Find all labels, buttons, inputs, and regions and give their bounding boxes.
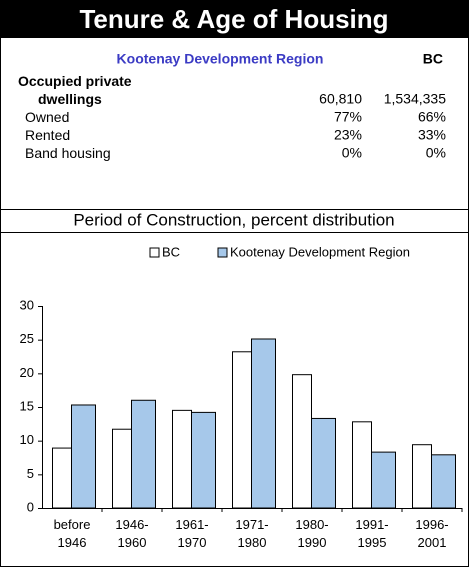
legend-label: BC <box>162 244 180 259</box>
row-label: Band housing <box>25 145 111 161</box>
y-tick-label: 0 <box>27 499 34 514</box>
x-tick-label: 1946-1960 <box>115 517 148 550</box>
x-tick-label: 1961-1970 <box>175 517 208 550</box>
legend-label: Kootenay Development Region <box>230 244 410 259</box>
y-tick-label: 30 <box>20 297 34 312</box>
y-tick-label: 5 <box>27 466 34 481</box>
bar <box>191 411 216 509</box>
x-tick-label: 1971-1980 <box>235 517 268 550</box>
y-tick-label: 25 <box>20 331 34 346</box>
row-label: Rented <box>25 127 70 143</box>
title-bar <box>0 0 469 38</box>
column-header: Kootenay Development Region <box>117 51 324 67</box>
x-tick-label: before 1946 <box>54 517 91 550</box>
cell: 0% <box>342 145 362 161</box>
x-tick-label: 1996-2001 <box>415 517 448 550</box>
bar <box>112 428 132 509</box>
bar <box>251 338 276 509</box>
cell: 1,534,335 <box>384 91 446 107</box>
bar <box>292 374 312 509</box>
cell: 23% <box>334 127 362 143</box>
bar <box>172 409 192 509</box>
legend-swatch <box>217 247 228 258</box>
bar <box>352 421 372 509</box>
bar <box>52 447 72 509</box>
bar <box>412 444 432 509</box>
y-tick-label: 20 <box>20 365 34 380</box>
y-tick-label: 15 <box>20 398 34 413</box>
x-tick-label: 1991-1995 <box>355 517 388 550</box>
legend-swatch <box>149 247 160 258</box>
title: Tenure & Age of Housing <box>79 4 388 34</box>
cell: 33% <box>418 127 446 143</box>
chart-title: Period of Construction, percent distribu… <box>73 210 394 229</box>
cell: 77% <box>334 109 362 125</box>
bar <box>311 417 336 509</box>
row-label: Occupied private dwellings <box>18 73 132 107</box>
column-header: BC <box>423 51 443 67</box>
cell: 0% <box>426 145 446 161</box>
cell: 60,810 <box>319 91 362 107</box>
cell: 66% <box>418 109 446 125</box>
bar <box>371 451 396 509</box>
bar <box>431 454 456 509</box>
y-tick-label: 10 <box>20 432 34 447</box>
bar <box>232 351 252 509</box>
row-label: Owned <box>25 109 69 125</box>
bar <box>71 404 96 509</box>
x-tick-label: 1980-1990 <box>295 517 328 550</box>
bar <box>131 399 156 509</box>
